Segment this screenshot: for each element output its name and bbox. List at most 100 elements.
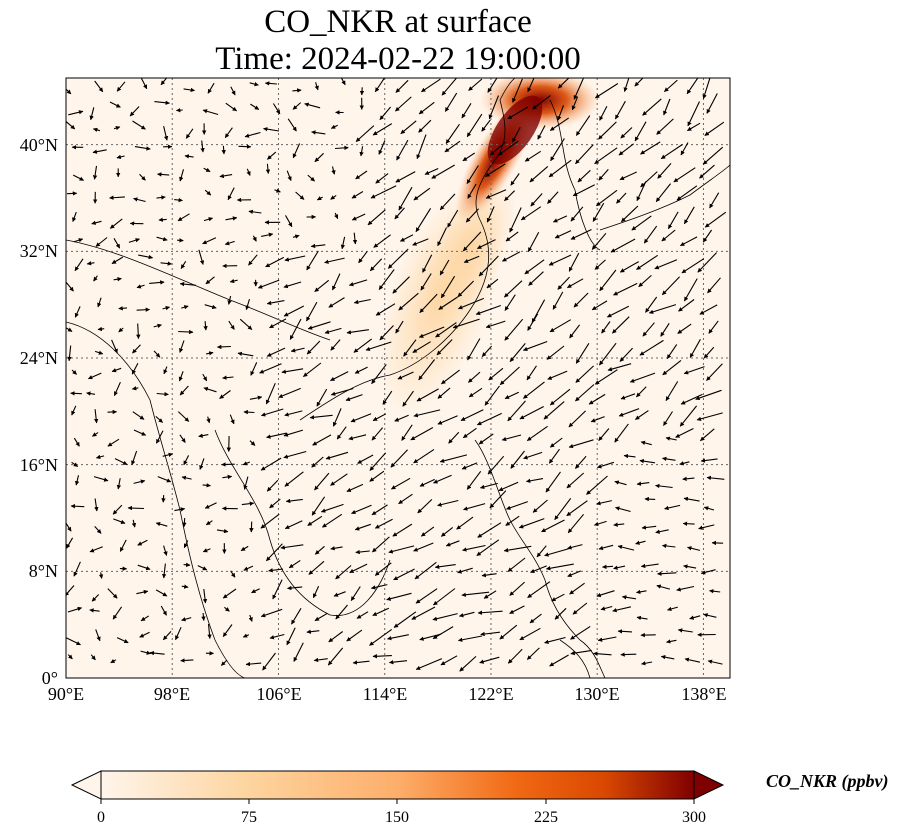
wind-arrow [529,165,549,183]
wind-arrow [156,391,169,397]
wind-arrow [594,147,618,165]
wind-arrow [314,279,330,293]
wind-arrow [414,561,437,580]
wind-arrow [74,306,81,318]
wind-arrow [416,134,427,160]
wind-arrow [283,450,307,459]
wind-arrow [433,474,452,484]
wind-arrow [422,254,433,273]
wind-arrow [200,140,205,153]
wind-arrow [438,296,458,310]
wind-arrow [544,636,566,644]
wind-arrow [330,194,337,200]
wind-arrow [132,120,146,130]
wind-arrow [444,140,461,153]
wind-arrow [306,629,320,634]
wind-arrow [198,433,209,438]
wind-arrow [593,520,607,527]
wind-arrow [260,408,284,417]
wind-arrow [614,480,627,486]
wind-arrow [155,430,164,444]
wind-arrow [354,523,371,531]
wind-arrow [283,281,302,289]
wind-arrow [676,585,695,592]
wind-arrow [574,455,587,469]
wind-arrow [71,405,77,416]
wind-arrow [421,78,441,93]
wind-arrow [704,121,725,136]
wind-arrow [420,273,432,291]
wind-arrow [92,165,98,180]
wind-arrow [184,154,194,159]
wind-arrow [398,493,413,505]
wind-arrow [412,238,429,246]
wind-arrow [636,254,659,270]
wind-arrow [467,183,477,199]
wind-arrow [179,169,185,182]
wind-arrow [504,318,524,341]
wind-arrow [591,300,608,311]
lon-tick-label: 106°E [256,684,301,704]
wind-arrow [394,414,409,422]
wind-arrow [433,588,456,606]
wind-arrow [334,145,349,151]
wind-arrow [181,584,189,589]
wind-arrow [371,427,384,441]
wind-arrow [441,369,460,385]
wind-arrow [163,366,168,375]
wind-arrow [504,391,520,400]
wind-arrow [203,321,208,331]
wind-arrow [307,321,331,330]
wind-arrow [629,372,656,383]
wind-arrow [207,623,212,639]
wind-arrow [702,78,711,100]
wind-arrow [537,125,546,140]
wind-arrow [636,386,647,398]
wind-arrow [333,591,346,597]
wind-arrow [523,381,545,399]
wind-arrow [325,451,349,460]
wind-arrow [440,526,454,537]
wind-arrow [655,183,672,203]
wind-arrow [199,458,205,470]
wind-arrow [477,522,502,538]
wind-arrow [89,608,100,613]
wind-arrow [509,207,522,233]
wind-arrow [523,451,543,460]
wind-arrow [457,297,485,310]
wind-arrow [522,340,548,351]
wind-arrow [201,612,206,621]
wind-arrow [160,261,173,266]
wind-arrow [395,79,409,93]
wind-arrow [465,208,480,223]
wind-arrow [306,301,318,322]
wind-arrow [92,149,107,154]
wind-arrow [600,605,613,611]
wind-arrow [687,122,701,132]
wind-arrow [219,390,231,399]
wind-arrow [153,350,161,358]
wind-arrow [683,496,700,502]
colorbar-tick-label: 150 [385,809,409,826]
wind-arrow [286,170,292,182]
wind-arrow [198,249,205,265]
wind-arrow [682,521,695,526]
wind-arrow [505,515,520,526]
wind-arrow [550,138,565,162]
wind-arrow [109,218,123,229]
wind-arrow [507,557,526,572]
wind-arrow [113,518,126,524]
wind-arrow [706,475,725,481]
wind-arrow [183,87,196,93]
wind-arrow [267,151,277,160]
wind-arrow [655,529,669,534]
wind-arrow [505,231,519,242]
wind-arrow [618,408,640,417]
wind-arrow [314,545,325,555]
wind-arrow [548,159,572,178]
wind-arrow [660,144,683,160]
wind-arrow [238,144,252,149]
wind-arrow [598,121,617,140]
wind-arrow [569,582,585,595]
wind-arrow [507,400,526,422]
